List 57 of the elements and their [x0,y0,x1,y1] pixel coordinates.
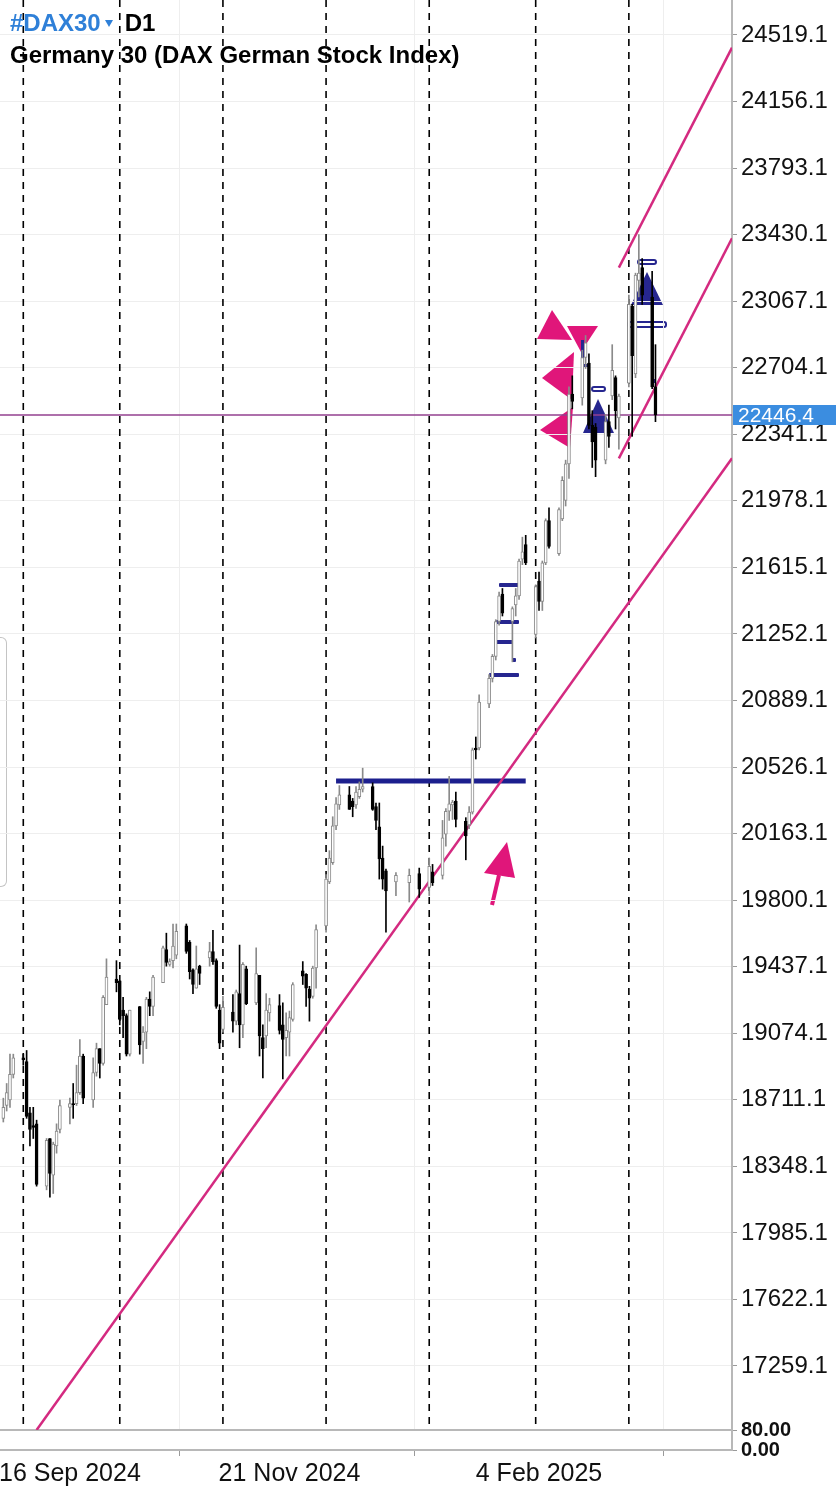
text: Germany 30 (DAX German Stock Index) [10,41,460,69]
candlestick [284,1012,288,1057]
candlestick [454,791,458,828]
y-tick-label: 21252.1 [741,618,828,646]
y-tick-label: 17259.1 [741,1350,828,1378]
annotation: D1 [124,9,156,37]
y-tick-label: 80.00 [741,1417,792,1440]
y-tick-label: 19800.1 [741,884,828,912]
candlestick [627,294,631,388]
candlestick [537,571,541,611]
candlestick [617,393,621,450]
candlestick [137,1006,142,1055]
y-tick-label: 18348.1 [741,1150,828,1178]
y-tick-label: 17985.1 [741,1217,828,1245]
candlestick [68,1097,72,1125]
candlestick [417,867,422,898]
x-tick-label: 4 Feb 2025 [475,1457,603,1486]
candlestick [161,945,165,983]
candlestick [221,996,225,1033]
chart-title: #DAX30 [10,9,101,37]
y-tick-label: 21615.1 [741,552,828,580]
candlestick [254,947,259,1005]
y-tick-label: 24519.1 [741,19,828,47]
candlestick [533,584,538,639]
y-tick-label: 24156.1 [741,86,828,114]
candlestick [477,694,481,751]
y-tick-label: 21978.1 [741,485,828,513]
y-tick-label: 19074.1 [741,1017,828,1045]
candlestick [147,991,152,1016]
candlestick [407,868,412,903]
candlestick [231,994,235,1033]
candlestick [151,975,155,1016]
candlestick [354,786,358,809]
y-tick-label: 19437.1 [741,951,828,979]
candlestick [350,798,355,818]
y-tick-label: 23430.1 [741,219,828,247]
candlestick [610,344,615,400]
y-tick-label: 20163.1 [741,818,828,846]
candlestick [570,375,575,410]
y-tick-label: 0.00 [741,1437,780,1460]
y-tick-label: 17622.1 [741,1284,828,1312]
y-tick-label: 23067.1 [741,285,828,313]
candlestick [8,1053,12,1108]
y-tick-label: 18711.1 [741,1084,826,1112]
candlestick [547,507,551,549]
candlestick [171,923,175,969]
candlestick [244,965,249,1005]
y-tick-label: 20889.1 [741,685,828,713]
y-tick-label: 23793.1 [741,152,828,180]
y-tick-label: 22704.1 [741,352,828,380]
x-tick-label: 21 Nov 2024 [218,1457,361,1486]
candlestick [81,1053,86,1104]
candlestick [640,258,644,305]
candlestick [241,962,245,1038]
x-tick-label: 16 Sep 2024 [0,1457,141,1486]
y-tick-label: 20526.1 [741,751,828,779]
candlestick [394,872,398,896]
